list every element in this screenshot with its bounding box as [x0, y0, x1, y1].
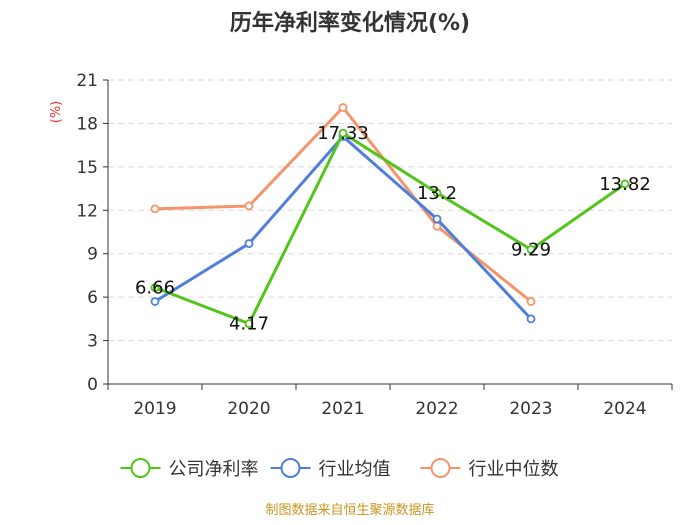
- data-point: [338, 128, 348, 138]
- series-line-1: [154, 134, 533, 320]
- data-point: [526, 314, 536, 324]
- data-labels: 6.66 4.17 17.33 13.2 9.29 13.82: [135, 123, 651, 335]
- y-tick-label: 15: [76, 158, 98, 178]
- y-tick-label: 6: [87, 288, 98, 308]
- legend-label: 行业均值: [319, 459, 391, 480]
- y-tick-label: 18: [76, 114, 98, 134]
- legend-label: 公司净利率: [169, 459, 259, 480]
- x-tick-label: 2024: [603, 399, 646, 419]
- axes: 0 3 6 9 12 15 18 21 2019 2020 2021 2022 2023 2024: [76, 71, 673, 419]
- y-tick-label: 0: [87, 375, 98, 395]
- y-axis-unit: (%): [49, 101, 64, 124]
- source-note: 制图数据来自恒生聚源数据库: [265, 502, 434, 518]
- data-point: [150, 297, 160, 306]
- x-tick-label: 2020: [227, 399, 270, 419]
- legend-item-0[interactable]: 公司净利率: [120, 458, 259, 480]
- data-point: [620, 179, 630, 189]
- data-label: 13.82: [599, 174, 651, 195]
- data-point: [244, 239, 254, 248]
- x-tick-label: 2019: [133, 399, 176, 419]
- data-point: [150, 204, 160, 214]
- x-tick-label: 2022: [415, 399, 458, 419]
- data-label: 6.66: [135, 278, 175, 299]
- series-line-0: [154, 131, 626, 326]
- x-tick-label: 2021: [321, 399, 364, 419]
- legend-marker: [280, 458, 301, 478]
- data-point: [244, 201, 254, 211]
- data-point: [150, 283, 160, 292]
- legend-item-2[interactable]: 行业中位数: [420, 458, 559, 480]
- series-lines: [150, 103, 630, 329]
- data-label: 4.17: [229, 314, 269, 335]
- y-tick-label: 9: [87, 245, 98, 265]
- legend[interactable]: 公司净利率 行业均值 行业中位数: [120, 458, 559, 480]
- data-point: [526, 245, 536, 254]
- x-tick-label: 2023: [509, 399, 552, 419]
- data-label: 13.2: [417, 183, 457, 204]
- legend-marker: [130, 458, 151, 478]
- data-point: [526, 297, 536, 306]
- y-tick-label: 21: [76, 71, 98, 91]
- chart-title: 历年净利率变化情况(%): [230, 10, 470, 36]
- data-point: [338, 103, 348, 112]
- data-label: 17.33: [317, 123, 369, 144]
- data-label: 9.29: [511, 240, 551, 261]
- legend-marker: [430, 458, 451, 478]
- legend-label: 行业中位数: [469, 459, 559, 480]
- y-tick-label: 3: [87, 332, 98, 352]
- data-point: [432, 188, 442, 198]
- data-point: [244, 319, 254, 329]
- data-point: [432, 214, 442, 224]
- legend-item-1[interactable]: 行业均值: [270, 458, 391, 480]
- y-tick-label: 12: [76, 201, 98, 221]
